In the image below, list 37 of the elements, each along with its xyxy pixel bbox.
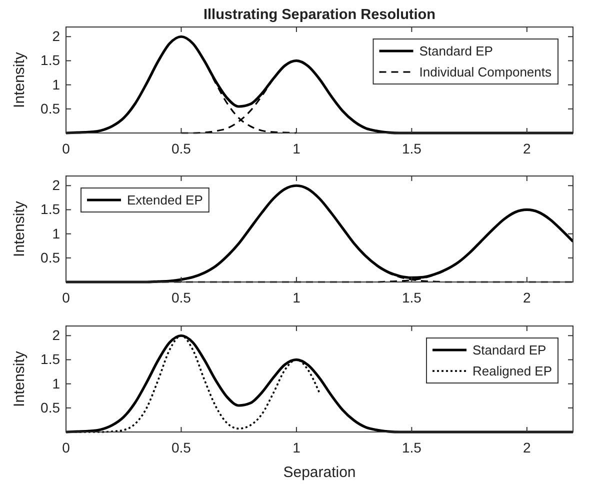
- x-tick-label: 1.5: [402, 440, 422, 456]
- legend-label: Realigned EP: [472, 364, 552, 379]
- x-tick-label: 2: [523, 440, 532, 456]
- legend-label: Standard EP: [419, 44, 493, 59]
- x-tick-label: 2: [523, 140, 532, 157]
- x-axis-title: Separation: [283, 464, 356, 481]
- x-tick-label: 0: [62, 290, 70, 306]
- y-tick-label: 0.5: [40, 399, 60, 416]
- x-tick-label: 0.5: [171, 440, 192, 456]
- y-axis-title: Intensity: [11, 350, 28, 407]
- x-tick-label: 0.5: [171, 140, 192, 157]
- y-tick-label: 2: [52, 177, 60, 194]
- x-tick-label: 2: [523, 290, 532, 306]
- chart-title: Illustrating Separation Resolution: [203, 7, 436, 23]
- legend-label: Extended EP: [127, 192, 203, 208]
- y-tick-label: 1: [52, 375, 60, 392]
- x-tick-label: 1.5: [402, 140, 422, 157]
- legend-label: Standard EP: [472, 342, 546, 358]
- x-tick-label: 0: [62, 140, 70, 157]
- y-tick-label: 1: [52, 225, 60, 242]
- y-tick-label: 1.5: [40, 201, 60, 218]
- y-axis-title: Intensity: [11, 52, 28, 108]
- y-tick-label: 1.5: [40, 52, 60, 68]
- x-tick-label: 1.5: [402, 290, 422, 306]
- y-axis-title: Intensity: [11, 200, 28, 257]
- x-tick-label: 1: [292, 140, 301, 157]
- y-tick-label: 1: [52, 76, 60, 92]
- x-tick-label: 1: [292, 440, 301, 456]
- x-tick-label: 1: [292, 290, 301, 306]
- y-tick-label: 1.5: [40, 351, 60, 368]
- legend-label: Individual Components: [419, 64, 552, 80]
- y-tick-label: 0.5: [40, 249, 60, 266]
- y-tick-label: 2: [52, 28, 60, 44]
- y-tick-label: 2: [52, 327, 60, 344]
- x-tick-label: 0: [62, 440, 70, 456]
- y-tick-label: 0.5: [40, 100, 60, 116]
- x-tick-label: 0.5: [171, 290, 192, 306]
